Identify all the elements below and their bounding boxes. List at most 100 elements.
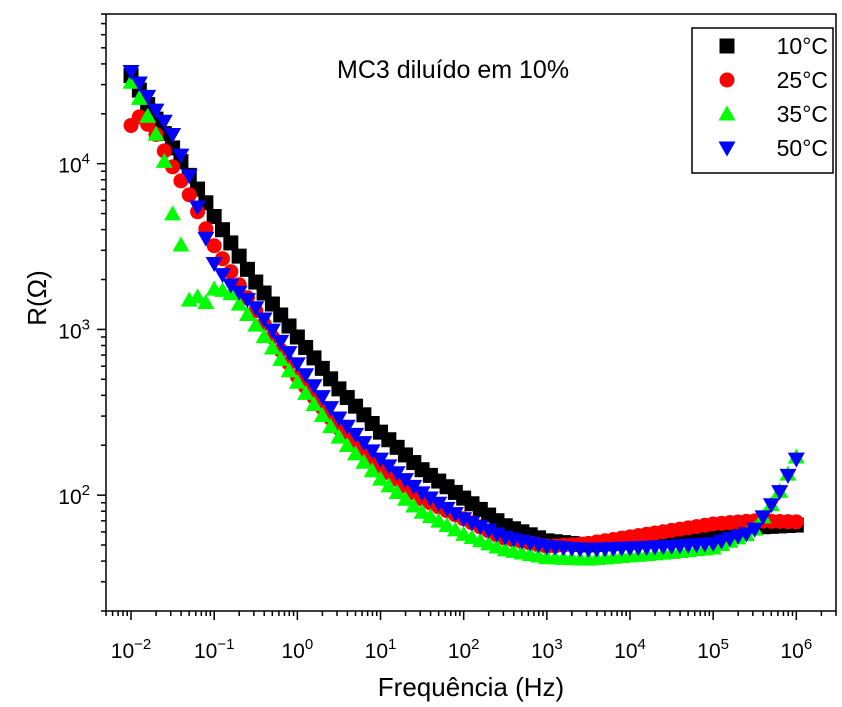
data-point-series-4 — [238, 293, 256, 309]
data-point-series-3 — [430, 512, 448, 528]
data-point-series-3 — [297, 384, 315, 400]
data-point-series-4 — [155, 114, 173, 130]
data-point-series-3 — [155, 152, 173, 168]
data-point-series-3 — [247, 316, 265, 332]
x-tick-label: 106 — [780, 636, 812, 663]
data-point-series-4 — [338, 419, 356, 435]
data-point-series-4 — [746, 522, 764, 538]
data-point-series-3 — [139, 107, 157, 123]
data-point-series-4 — [164, 128, 182, 144]
data-point-series-3 — [255, 328, 273, 344]
data-point-series-4 — [205, 256, 223, 272]
data-point-series-4 — [446, 507, 464, 523]
data-point-series-1 — [215, 222, 231, 238]
data-point-series-3 — [355, 453, 373, 469]
data-point-series-3 — [363, 462, 381, 478]
data-point-series-4 — [189, 200, 207, 216]
x-tick-label: 102 — [448, 636, 480, 663]
data-point-series-4 — [313, 390, 331, 406]
chart-annotation: MC3 diluído em 10% — [337, 56, 569, 84]
data-point-series-3 — [396, 490, 414, 506]
data-point-series-4 — [297, 368, 315, 384]
data-point-series-4 — [405, 479, 423, 495]
data-point-series-4 — [430, 496, 448, 512]
x-tick-label: 103 — [531, 636, 563, 663]
legend-box — [691, 27, 834, 174]
data-point-series-4 — [762, 498, 780, 514]
data-point-series-2 — [173, 173, 189, 189]
x-tick-label: 10−1 — [194, 636, 234, 663]
data-point-series-4 — [322, 401, 340, 417]
data-point-series-3 — [172, 236, 190, 252]
data-point-series-3 — [380, 477, 398, 493]
x-tick-label: 10−2 — [111, 636, 151, 663]
legend-marker-3 — [718, 105, 736, 121]
data-point-series-2 — [206, 238, 222, 254]
data-point-series-3 — [347, 445, 365, 461]
data-point-series-4 — [737, 527, 755, 543]
data-point-series-4 — [413, 486, 431, 502]
data-markers — [122, 64, 805, 566]
x-tick-label: 105 — [697, 636, 729, 663]
data-point-series-4 — [130, 76, 148, 92]
y-tick-label: 103 — [58, 316, 90, 343]
data-point-series-4 — [480, 523, 498, 539]
data-point-series-4 — [288, 357, 306, 373]
data-point-series-4 — [214, 268, 232, 284]
data-point-series-1 — [231, 248, 247, 264]
data-point-series-4 — [471, 519, 489, 535]
data-point-series-4 — [421, 491, 439, 507]
data-point-series-3 — [438, 517, 456, 533]
data-point-series-3 — [288, 373, 306, 389]
data-point-series-1 — [206, 209, 222, 225]
data-point-series-4 — [355, 436, 373, 452]
data-point-series-3 — [197, 293, 215, 309]
data-point-series-3 — [421, 508, 439, 524]
data-point-series-3 — [230, 295, 248, 311]
plot-frame — [105, 13, 837, 612]
data-point-series-3 — [189, 288, 207, 304]
data-point-series-3 — [122, 73, 140, 89]
data-point-series-4 — [330, 411, 348, 427]
data-point-series-4 — [787, 452, 805, 468]
data-point-series-4 — [180, 169, 198, 185]
data-point-series-3 — [164, 205, 182, 221]
legend-label: 25°C — [777, 67, 828, 93]
data-point-series-4 — [388, 466, 406, 482]
data-point-series-3 — [322, 418, 340, 434]
data-point-series-3 — [238, 306, 256, 322]
data-point-series-4 — [172, 148, 190, 164]
data-point-series-4 — [122, 64, 140, 80]
y-tick-label: 102 — [58, 482, 90, 509]
data-point-series-1 — [223, 235, 239, 251]
x-tick-label: 104 — [614, 636, 646, 663]
data-point-series-3 — [313, 407, 331, 423]
data-point-series-3 — [338, 437, 356, 453]
x-tick-label: 101 — [365, 636, 397, 663]
legend-label: 35°C — [777, 101, 828, 127]
y-tick-label: 104 — [58, 151, 90, 178]
data-point-series-1 — [239, 261, 255, 277]
data-point-series-4 — [380, 459, 398, 475]
data-point-series-3 — [330, 428, 348, 444]
data-point-series-4 — [771, 485, 789, 501]
axes — [105, 13, 837, 612]
legend-marker-4 — [718, 141, 736, 157]
ticks — [97, 13, 837, 620]
data-point-series-4 — [754, 510, 772, 526]
y-axis-label: R(Ω) — [22, 270, 52, 326]
legend-label: 10°C — [777, 33, 828, 59]
tick-labels: 10−2 10−1 100 101 102 103 104 105 106 102 103 104 — [58, 151, 812, 663]
data-point-series-3 — [147, 125, 165, 141]
data-point-series-3 — [405, 497, 423, 513]
data-point-series-4 — [463, 516, 481, 532]
data-point-series-3 — [372, 470, 390, 486]
legend: 10°C 25°C 35°C 50°C — [691, 27, 834, 174]
data-point-series-3 — [446, 521, 464, 537]
data-point-series-3 — [272, 350, 290, 366]
data-point-series-4 — [347, 427, 365, 443]
data-point-series-3 — [280, 362, 298, 378]
data-point-series-4 — [455, 512, 473, 528]
legend-marker-2 — [719, 72, 735, 88]
